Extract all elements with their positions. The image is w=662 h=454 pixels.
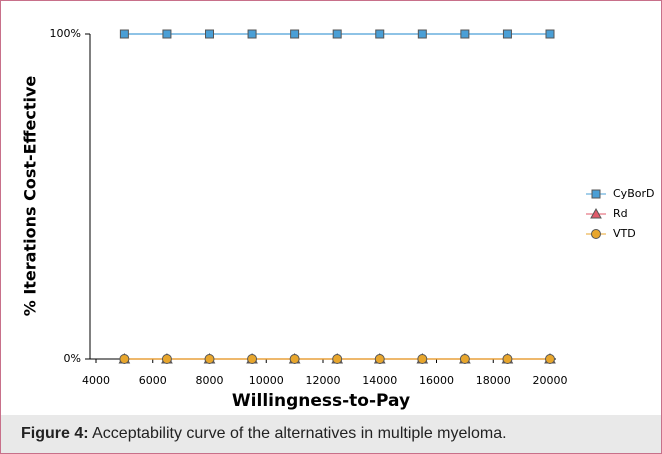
- marker: [459, 354, 470, 364]
- marker: [289, 354, 300, 364]
- caption-label: Figure 4:: [21, 425, 89, 442]
- x-tick-label: 6000: [139, 374, 167, 387]
- chart: % Iterations Cost-Effective Willingness-…: [21, 27, 655, 411]
- marker: [417, 354, 428, 364]
- legend-label: CyBorD: [613, 187, 654, 200]
- x-axis-label: Willingness-to-Pay: [232, 391, 410, 411]
- marker: [502, 29, 512, 39]
- marker: [332, 29, 342, 39]
- marker: [247, 354, 258, 364]
- marker: [161, 354, 172, 364]
- y-tick-label: 0%: [64, 352, 81, 365]
- x-tick-label: 18000: [476, 374, 511, 387]
- marker: [417, 29, 427, 39]
- marker: [290, 29, 300, 39]
- marker: [545, 29, 555, 39]
- x-tick-label: 4000: [82, 374, 110, 387]
- caption-text: Acceptability curve of the alternatives …: [88, 425, 507, 442]
- legend-label: Rd: [613, 207, 628, 220]
- caption: Figure 4: Acceptability curve of the alt…: [1, 415, 661, 453]
- marker: [204, 354, 215, 364]
- marker: [502, 354, 513, 364]
- marker: [162, 29, 172, 39]
- marker: [119, 29, 129, 39]
- marker: [375, 29, 385, 39]
- marker: [247, 29, 257, 39]
- x-tick-label: 8000: [196, 374, 224, 387]
- marker: [374, 354, 385, 364]
- legend-marker: [590, 207, 602, 219]
- legend-marker: [591, 189, 601, 199]
- legend-marker: [591, 229, 601, 239]
- x-tick-label: 12000: [306, 374, 341, 387]
- legend-label: VTD: [613, 227, 636, 240]
- x-tick-label: 14000: [362, 374, 397, 387]
- x-tick-label: 20000: [533, 374, 568, 387]
- x-tick-label: 10000: [249, 374, 284, 387]
- y-axis-label: % Iterations Cost-Effective: [21, 76, 40, 317]
- x-tick-label: 16000: [419, 374, 454, 387]
- marker: [205, 29, 214, 39]
- marker: [332, 354, 343, 364]
- y-tick-label: 100%: [50, 27, 81, 40]
- marker: [545, 354, 555, 364]
- marker: [119, 354, 130, 364]
- marker: [460, 29, 470, 39]
